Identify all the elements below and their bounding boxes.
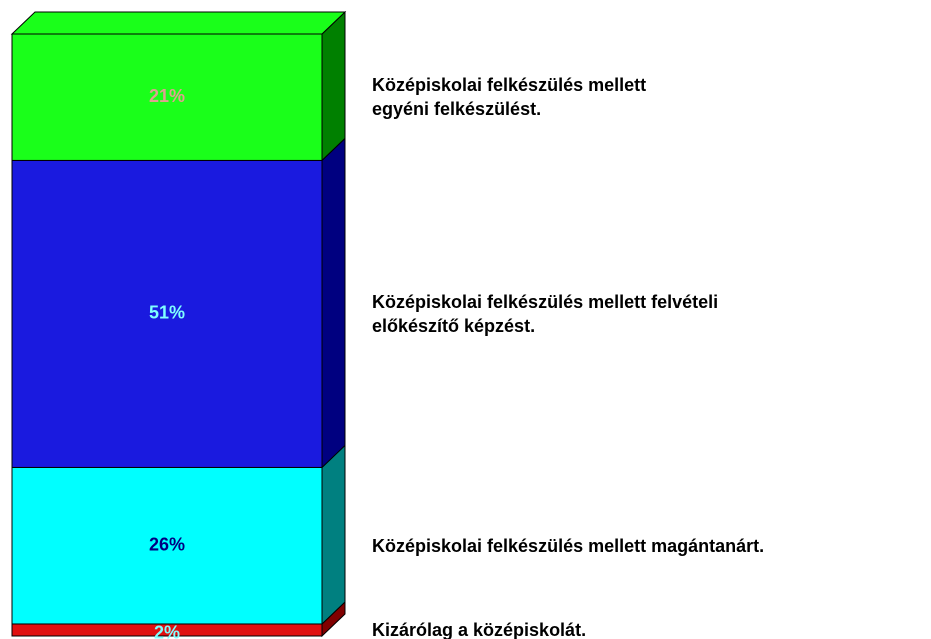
value-label: 21% xyxy=(149,86,185,106)
legend-label: Középiskolai felkészülés mellett felvéte… xyxy=(372,291,719,336)
legend-label: Középiskolai felkészülés mellett egyéni … xyxy=(372,75,647,120)
value-label: 26% xyxy=(149,534,185,554)
bar-top xyxy=(10,11,347,35)
legend-label: Kizárólag a középiskolát. xyxy=(372,619,587,639)
legend-label: Középiskolai felkészülés mellett magánta… xyxy=(372,535,765,556)
bar-segment xyxy=(11,159,323,468)
bar-side xyxy=(321,444,346,626)
bar-side xyxy=(321,137,346,469)
value-label: 51% xyxy=(149,303,185,323)
value-label: 2% xyxy=(154,623,180,639)
bar-side xyxy=(321,10,346,162)
bar-segment xyxy=(11,466,323,625)
